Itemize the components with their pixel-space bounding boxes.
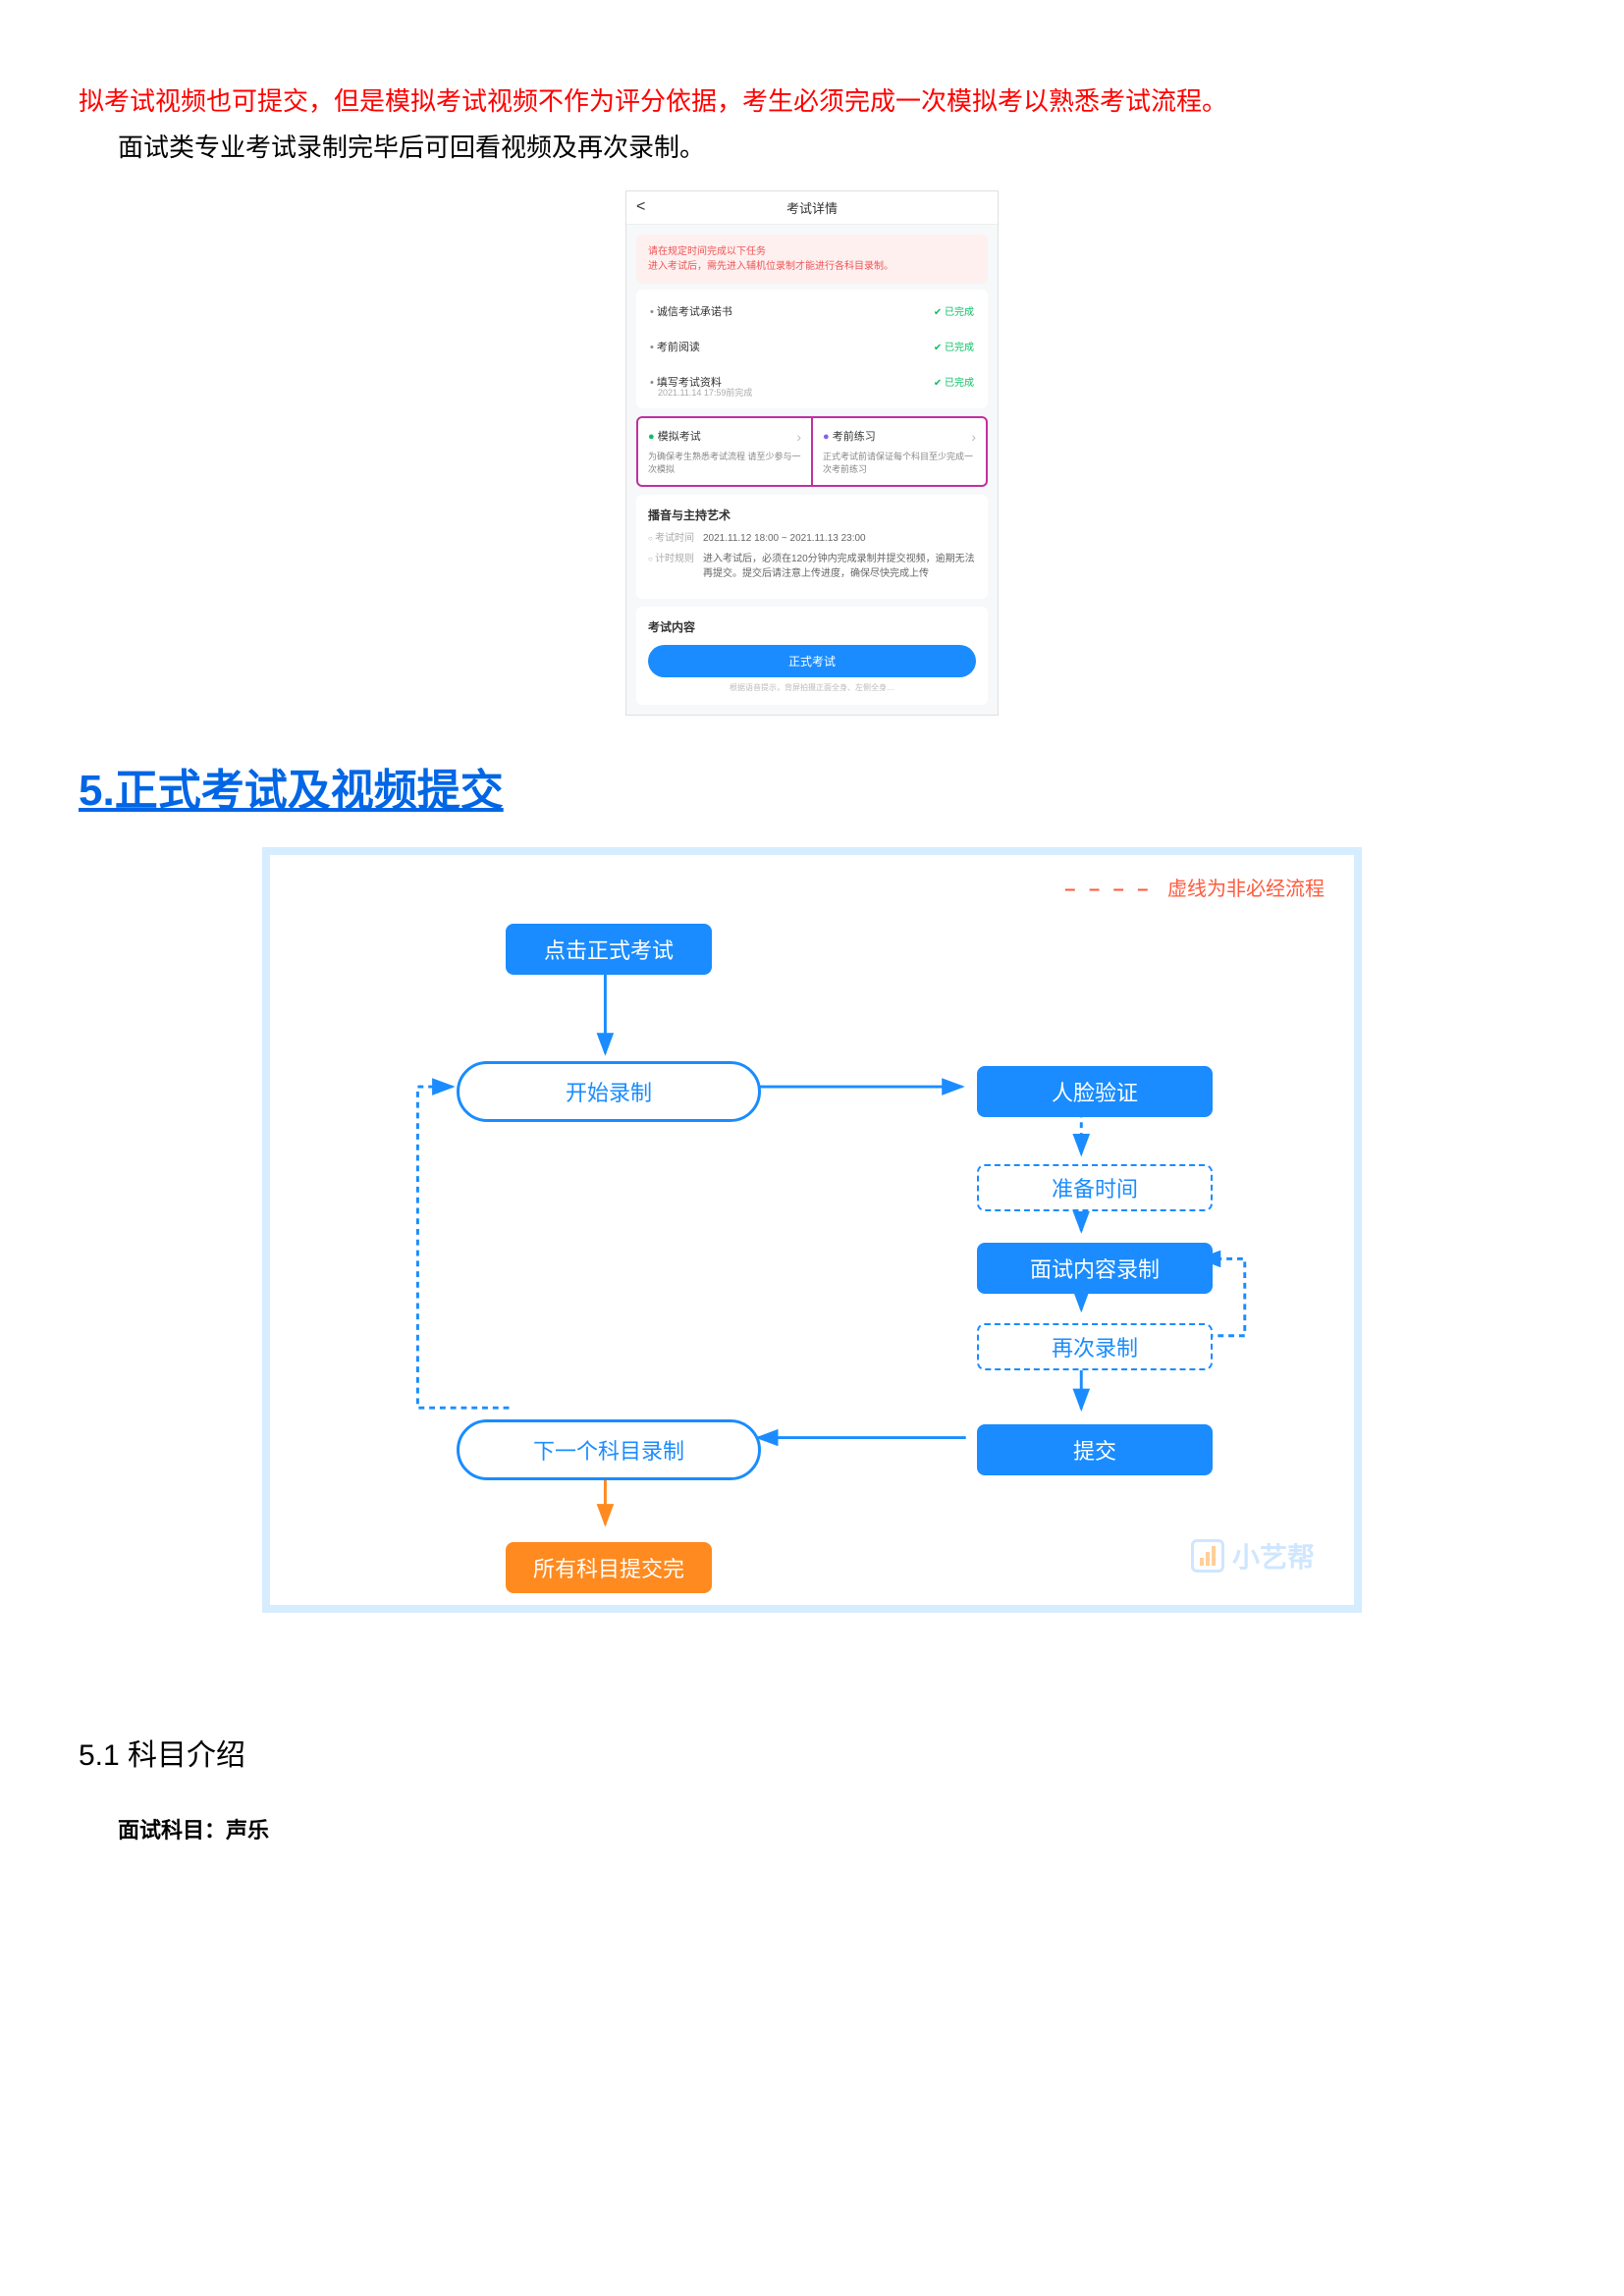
practice-card[interactable]: 考前练习› 正式考试前请保证每个科目至少完成一次考前练习 [813, 416, 988, 488]
flowchart: – – – – 虚线为非必经流程 [262, 847, 1362, 1613]
chevron-right-icon: › [971, 428, 976, 448]
start-exam-button[interactable]: 正式考试 [648, 645, 976, 677]
task-row[interactable]: 考前阅读 已完成 [636, 329, 988, 364]
back-icon[interactable]: < [636, 198, 645, 216]
flow-legend: – – – – 虚线为非必经流程 [1064, 873, 1325, 901]
flow-node-start: 点击正式考试 [506, 924, 712, 975]
flow-node-next: 下一个科目录制 [457, 1419, 761, 1480]
phone-screenshot: < 考试详情 请在规定时间完成以下任务 进入考试后，需先进入辅机位录制才能进行各… [79, 190, 1545, 717]
flow-arrows [270, 855, 1354, 1605]
flow-node-submit: 提交 [977, 1424, 1213, 1475]
flow-node-done: 所有科目提交完 [506, 1542, 712, 1593]
subsection-heading: 5.1 科目介绍 [79, 1731, 1545, 1774]
mock-exam-card[interactable]: 模拟考试› 为确保考生熟悉考试流程 请至少参与一次模拟 [636, 416, 813, 488]
chevron-right-icon: › [796, 428, 801, 448]
flow-node-prep: 准备时间 [977, 1164, 1213, 1211]
intro-red: 拟考试视频也可提交，但是模拟考试视频不作为评分依据，考生必须完成一次模拟考以熟悉… [79, 79, 1545, 125]
flow-node-face: 人脸验证 [977, 1066, 1213, 1117]
exam-content: 考试内容 正式考试 根据语音提示，背屏拍摄正面全身、左侧全身… [636, 607, 988, 705]
subject-line: 面试科目：声乐 [118, 1813, 1545, 1844]
exam-info: 播音与主持艺术 考试时间2021.11.12 18:00 ~ 2021.11.1… [636, 495, 988, 599]
section-heading: 5.正式考试及视频提交 [79, 755, 1545, 818]
flow-node-content: 面试内容录制 [977, 1243, 1213, 1294]
logo-icon [1191, 1539, 1224, 1573]
intro-black: 面试类专业考试录制完毕后可回看视频及再次录制。 [118, 125, 1545, 171]
task-list: 诚信考试承诺书 已完成 考前阅读 已完成 填写考试资料 已完成 2021.11.… [636, 290, 988, 408]
task-row[interactable]: 诚信考试承诺书 已完成 [636, 294, 988, 329]
watermark: 小艺帮 [1191, 1536, 1315, 1575]
flow-node-record: 开始录制 [457, 1061, 761, 1122]
phone-title: 考试详情 [786, 198, 838, 217]
notice-box: 请在规定时间完成以下任务 进入考试后，需先进入辅机位录制才能进行各科目录制。 [636, 235, 988, 284]
flow-node-again: 再次录制 [977, 1323, 1213, 1370]
